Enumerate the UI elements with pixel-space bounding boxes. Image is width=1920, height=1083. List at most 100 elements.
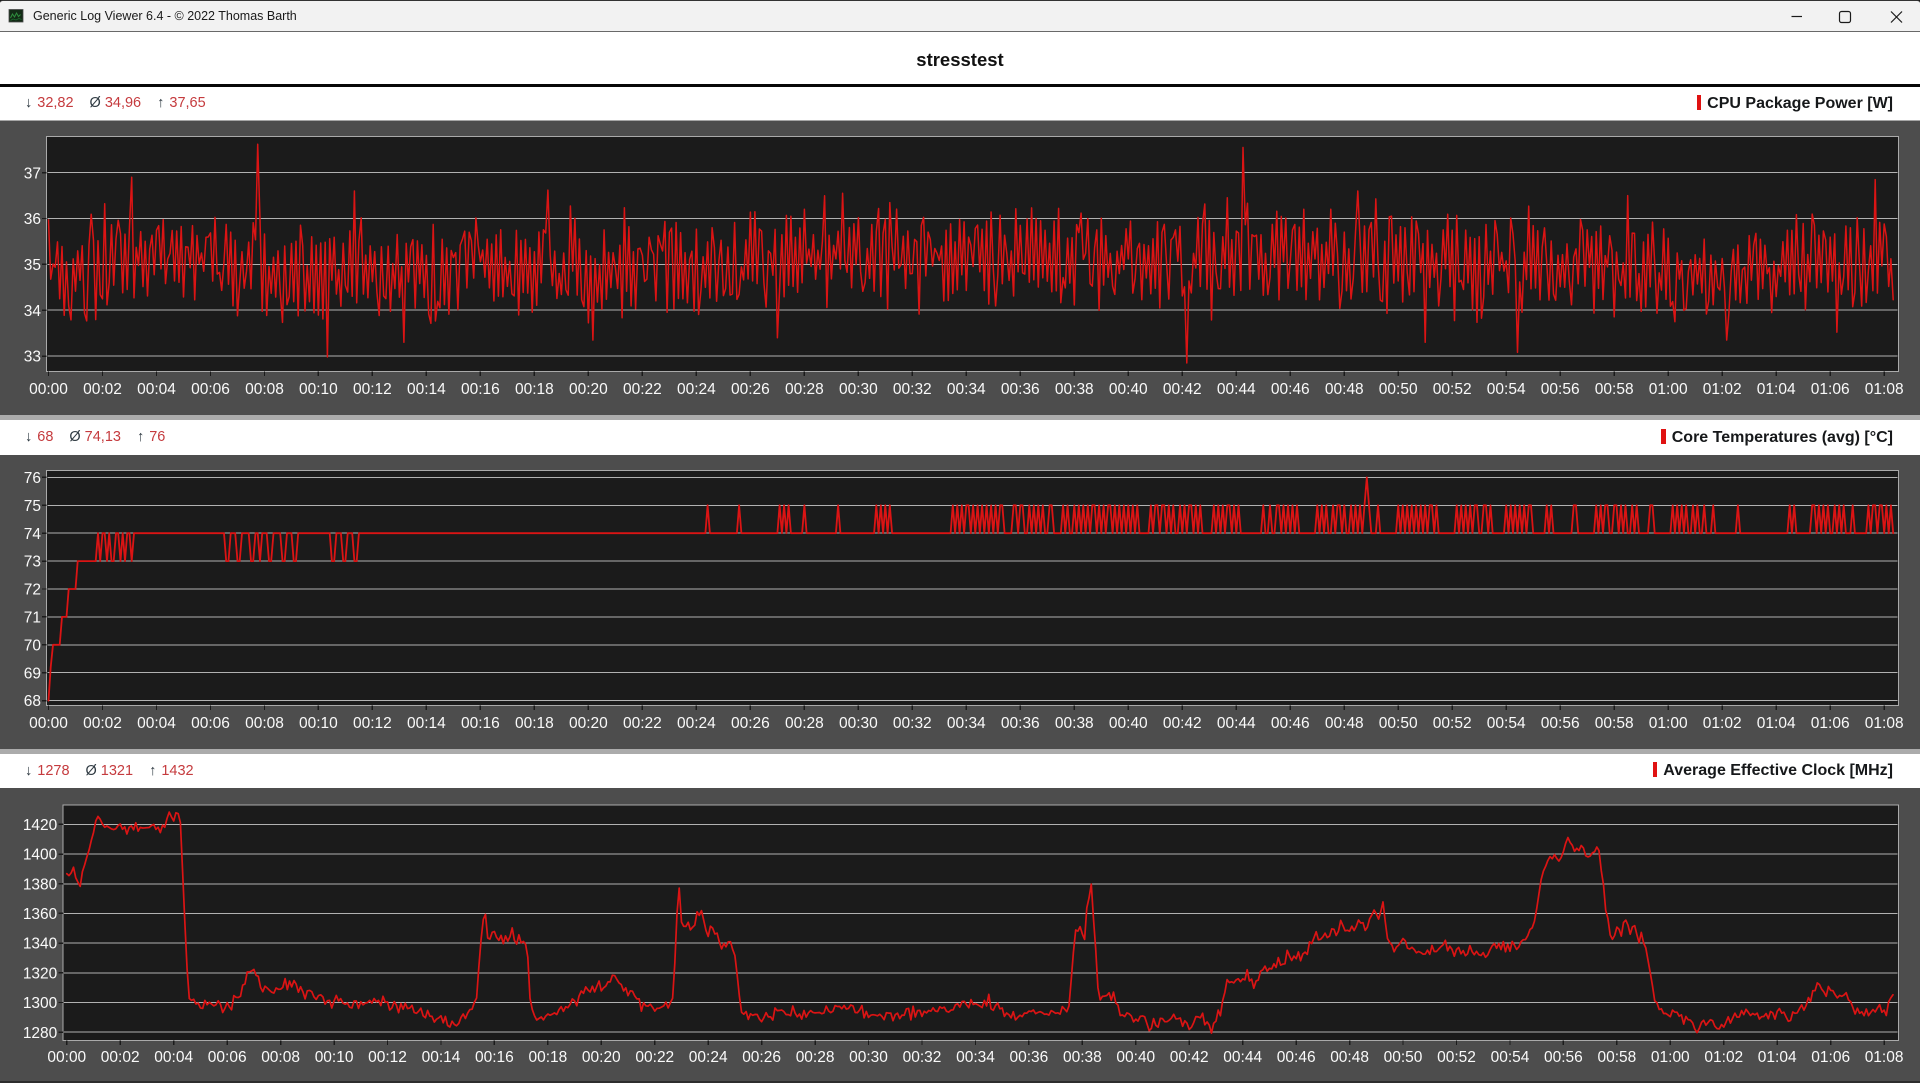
svg-text:00:40: 00:40	[1109, 381, 1148, 398]
svg-text:00:16: 00:16	[461, 381, 500, 398]
svg-text:00:50: 00:50	[1379, 381, 1418, 398]
svg-text:00:44: 00:44	[1223, 1049, 1262, 1066]
svg-text:00:26: 00:26	[731, 381, 770, 398]
svg-text:00:20: 00:20	[582, 1049, 621, 1066]
svg-text:00:16: 00:16	[461, 715, 500, 732]
svg-text:00:26: 00:26	[742, 1049, 781, 1066]
svg-text:33: 33	[24, 349, 41, 366]
svg-text:00:42: 00:42	[1163, 381, 1202, 398]
svg-text:00:54: 00:54	[1487, 715, 1526, 732]
svg-text:00:28: 00:28	[796, 1049, 835, 1066]
svg-text:00:12: 00:12	[353, 715, 392, 732]
svg-text:00:54: 00:54	[1487, 381, 1526, 398]
svg-text:34: 34	[24, 303, 42, 320]
svg-text:72: 72	[24, 582, 41, 599]
svg-text:00:22: 00:22	[623, 715, 662, 732]
svg-text:00:30: 00:30	[839, 715, 878, 732]
svg-text:00:52: 00:52	[1433, 715, 1472, 732]
svg-text:01:08: 01:08	[1865, 715, 1904, 732]
svg-text:01:04: 01:04	[1758, 1049, 1797, 1066]
svg-text:00:02: 00:02	[83, 381, 122, 398]
svg-text:00:04: 00:04	[154, 1049, 193, 1066]
svg-text:00:36: 00:36	[1001, 381, 1040, 398]
svg-text:00:46: 00:46	[1277, 1049, 1316, 1066]
svg-text:00:30: 00:30	[839, 381, 878, 398]
svg-text:01:08: 01:08	[1865, 381, 1904, 398]
svg-text:00:10: 00:10	[299, 715, 338, 732]
svg-text:00:56: 00:56	[1544, 1049, 1583, 1066]
svg-text:00:08: 00:08	[245, 381, 284, 398]
svg-text:00:56: 00:56	[1541, 715, 1580, 732]
svg-text:01:04: 01:04	[1757, 381, 1796, 398]
svg-text:00:20: 00:20	[569, 381, 608, 398]
svg-text:00:14: 00:14	[422, 1049, 461, 1066]
svg-text:76: 76	[24, 470, 41, 487]
svg-text:1420: 1420	[23, 817, 58, 834]
svg-text:00:36: 00:36	[1001, 715, 1040, 732]
svg-text:01:06: 01:06	[1811, 1049, 1850, 1066]
svg-text:36: 36	[24, 211, 41, 228]
svg-text:00:40: 00:40	[1109, 715, 1148, 732]
svg-text:00:44: 00:44	[1217, 381, 1256, 398]
svg-text:00:46: 00:46	[1271, 381, 1310, 398]
svg-text:00:50: 00:50	[1384, 1049, 1423, 1066]
svg-text:00:08: 00:08	[245, 715, 284, 732]
svg-text:00:22: 00:22	[623, 381, 662, 398]
svg-text:1360: 1360	[23, 906, 58, 923]
svg-text:00:06: 00:06	[208, 1049, 247, 1066]
svg-text:00:28: 00:28	[785, 715, 824, 732]
svg-text:00:18: 00:18	[515, 715, 554, 732]
svg-text:00:46: 00:46	[1271, 715, 1310, 732]
svg-text:00:58: 00:58	[1595, 381, 1634, 398]
svg-text:68: 68	[24, 693, 41, 710]
svg-text:01:04: 01:04	[1757, 715, 1796, 732]
svg-text:00:04: 00:04	[137, 381, 176, 398]
svg-text:00:10: 00:10	[299, 381, 338, 398]
svg-text:00:14: 00:14	[407, 381, 446, 398]
svg-text:00:02: 00:02	[101, 1049, 140, 1066]
svg-text:00:02: 00:02	[83, 715, 122, 732]
svg-text:00:52: 00:52	[1433, 381, 1472, 398]
svg-text:00:58: 00:58	[1598, 1049, 1637, 1066]
svg-text:01:08: 01:08	[1865, 1049, 1904, 1066]
svg-text:1400: 1400	[23, 847, 58, 864]
svg-text:01:02: 01:02	[1703, 381, 1742, 398]
svg-text:00:18: 00:18	[515, 381, 554, 398]
svg-text:00:34: 00:34	[947, 715, 986, 732]
svg-text:00:48: 00:48	[1325, 715, 1364, 732]
svg-text:00:48: 00:48	[1325, 381, 1364, 398]
svg-text:00:26: 00:26	[731, 715, 770, 732]
svg-text:71: 71	[24, 609, 41, 626]
svg-text:00:38: 00:38	[1055, 381, 1094, 398]
svg-text:01:02: 01:02	[1703, 715, 1742, 732]
svg-text:00:22: 00:22	[635, 1049, 674, 1066]
svg-text:00:32: 00:32	[903, 1049, 942, 1066]
svg-text:01:06: 01:06	[1811, 715, 1850, 732]
svg-text:00:04: 00:04	[137, 715, 176, 732]
svg-text:00:34: 00:34	[956, 1049, 995, 1066]
svg-text:00:56: 00:56	[1541, 381, 1580, 398]
svg-text:00:36: 00:36	[1010, 1049, 1049, 1066]
svg-text:00:34: 00:34	[947, 381, 986, 398]
svg-text:00:48: 00:48	[1330, 1049, 1369, 1066]
svg-text:00:40: 00:40	[1116, 1049, 1155, 1066]
svg-text:37: 37	[24, 165, 41, 182]
svg-text:1300: 1300	[23, 995, 58, 1012]
svg-text:73: 73	[24, 554, 41, 571]
svg-text:00:10: 00:10	[315, 1049, 354, 1066]
svg-text:00:06: 00:06	[191, 715, 230, 732]
svg-text:01:06: 01:06	[1811, 381, 1850, 398]
svg-text:00:32: 00:32	[893, 381, 932, 398]
svg-text:00:00: 00:00	[47, 1049, 86, 1066]
svg-text:00:24: 00:24	[689, 1049, 728, 1066]
svg-text:00:52: 00:52	[1437, 1049, 1476, 1066]
svg-text:00:12: 00:12	[353, 381, 392, 398]
svg-text:00:08: 00:08	[261, 1049, 300, 1066]
svg-text:00:42: 00:42	[1163, 715, 1202, 732]
svg-text:70: 70	[24, 637, 42, 654]
svg-text:00:00: 00:00	[29, 381, 68, 398]
svg-text:1380: 1380	[23, 876, 58, 893]
svg-text:00:30: 00:30	[849, 1049, 888, 1066]
svg-text:00:20: 00:20	[569, 715, 608, 732]
svg-text:00:44: 00:44	[1217, 715, 1256, 732]
